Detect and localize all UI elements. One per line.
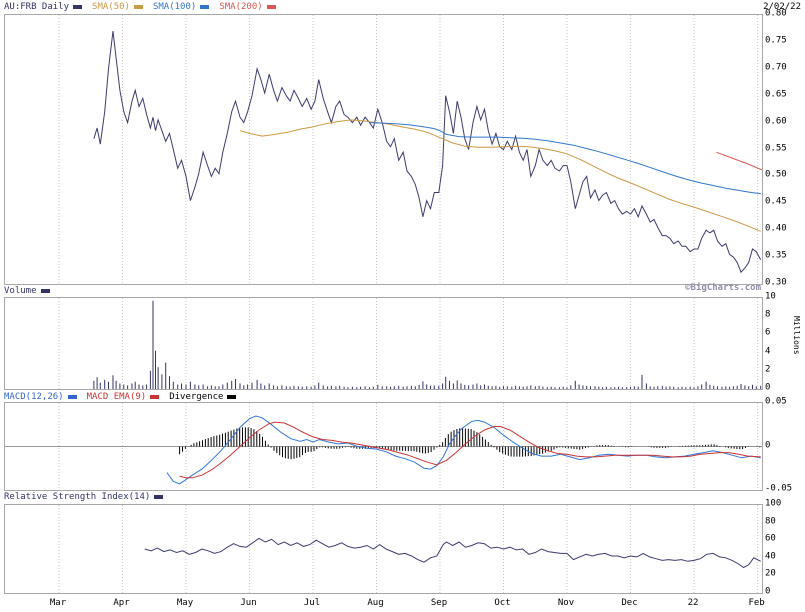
y-tick-label: 20 (765, 568, 776, 579)
x-tick-label: 22 (687, 598, 699, 608)
y-tick-label: 0.50 (765, 169, 787, 180)
x-tick-label: Jun (240, 598, 257, 608)
y-tick-label: 4 (765, 346, 771, 357)
legend-item: Relative Strength Index(14) (4, 491, 164, 502)
macd-plot (5, 403, 762, 490)
y-tick-label: 0.05 (765, 396, 787, 407)
price-panel (4, 14, 763, 285)
legend-label: AU:FRB Daily (4, 1, 70, 12)
y-tick-label: 0 (765, 586, 771, 597)
legend-label: Divergence (169, 391, 224, 402)
x-tick-label: Mar (49, 598, 67, 608)
volume-yaxis: 10 8 6 4 2 0 (765, 292, 805, 392)
y-tick-label: 40 (765, 551, 776, 562)
y-tick-label: 100 (765, 498, 782, 509)
y-tick-label: 0.55 (765, 143, 787, 153)
volume-unit-label: Millions (792, 316, 801, 355)
volume-panel (4, 297, 763, 390)
y-tick-label: 8 (765, 309, 771, 320)
y-tick-label: 0.35 (765, 250, 787, 261)
y-tick-label: -0.05 (765, 483, 793, 494)
y-tick-label: 0.60 (765, 116, 787, 127)
price-yaxis: 0.80 0.75 0.70 0.65 0.60 0.55 0.50 0.45 0.40 0.35… (765, 9, 805, 287)
x-tick-label: May (176, 598, 194, 608)
x-tick-label: Jul (303, 598, 321, 608)
x-tick-label: Aug (367, 598, 384, 608)
y-tick-label: 0.45 (765, 196, 787, 207)
chart-date-label: 2/02/22 (763, 2, 801, 12)
y-tick-label: 80 (765, 516, 776, 527)
y-tick-label: 0 (765, 440, 771, 450)
legend-item: SMA(50) (92, 1, 143, 12)
y-tick-label: 0 (765, 382, 771, 393)
legend-item: SMA(200) (219, 1, 276, 12)
y-tick-label: 0.80 (765, 8, 787, 19)
x-tick-label: Dec (621, 598, 638, 608)
legend-swatch-icon (200, 5, 210, 9)
macd-legend: MACD(12,26) MACD EMA(9) Divergence (4, 392, 246, 402)
legend-swatch-icon (40, 289, 50, 293)
legend-label: MACD(12,26) (4, 391, 64, 402)
macd-panel (4, 402, 763, 491)
legend-label: MACD EMA(9) (86, 391, 147, 402)
rsi-yaxis: 100 80 60 40 20 0 (765, 499, 805, 596)
y-tick-label: 6 (765, 327, 771, 338)
watermark: ©BigCharts.com (685, 283, 761, 293)
volume-legend: Volume (4, 286, 60, 296)
macd-yaxis: 0.05 0 -0.05 (765, 397, 805, 493)
y-tick-label: 0.70 (765, 62, 787, 73)
legend-label: SMA(50) (92, 1, 130, 12)
legend-swatch-icon (133, 5, 143, 9)
legend-item: AU:FRB Daily (4, 1, 83, 12)
legend-label: SMA(100) (152, 1, 197, 12)
price-plot (58, 15, 762, 284)
legend-swatch-icon (73, 5, 83, 9)
x-tick-label: Sep (430, 598, 448, 608)
legend-item: MACD(12,26) (4, 391, 77, 402)
legend-item: MACD EMA(9) (86, 391, 160, 402)
y-tick-label: 10 (765, 291, 776, 302)
legend-swatch-icon (266, 5, 276, 9)
x-tick-label: Apr (113, 598, 130, 608)
legend-swatch-icon (150, 395, 160, 399)
legend-swatch-icon (154, 495, 164, 499)
legend-item: Volume (4, 285, 50, 296)
x-tick-label: Feb (748, 598, 765, 608)
legend-item: Divergence (169, 391, 237, 402)
rsi-legend: Relative Strength Index(14) (4, 492, 173, 502)
volume-plot (58, 298, 762, 389)
legend-label: Relative Strength Index(14) (4, 491, 151, 502)
x-tick-label: Oct (494, 598, 511, 608)
legend-item: SMA(100) (152, 1, 210, 12)
y-tick-label: 0.30 (765, 277, 787, 288)
rsi-panel (4, 504, 763, 594)
y-tick-label: 0.65 (765, 89, 787, 100)
legend-label: Volume (4, 285, 37, 296)
y-tick-label: 2 (765, 364, 771, 375)
legend-swatch-icon (67, 395, 77, 399)
y-tick-label: 0.40 (765, 223, 787, 234)
x-axis-labels: Mar Apr May Jun Jul Aug Sep Oct Nov Dec 22 Feb (4, 597, 765, 610)
x-tick-label: Nov (557, 598, 575, 608)
price-legend: AU:FRB Daily SMA(50) SMA(100) SMA(200) (4, 2, 286, 12)
y-tick-label: 60 (765, 533, 776, 544)
legend-label: SMA(200) (219, 1, 263, 12)
legend-swatch-icon (227, 395, 237, 399)
rsi-plot (58, 505, 761, 593)
y-tick-label: 0.75 (765, 35, 787, 46)
